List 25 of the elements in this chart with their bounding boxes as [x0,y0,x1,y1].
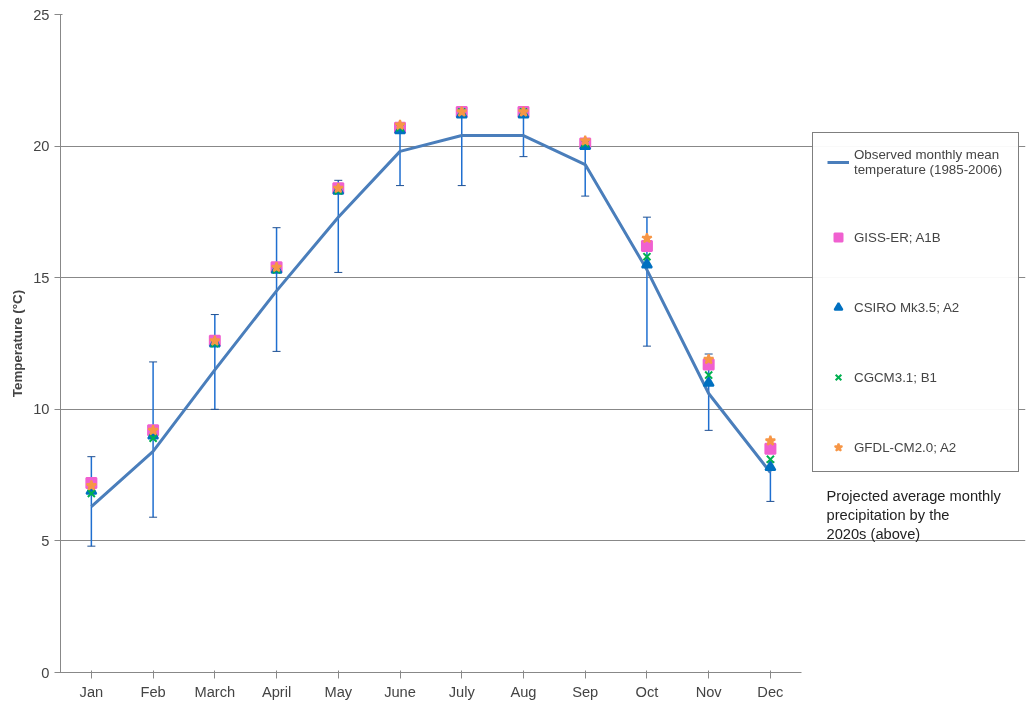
x-tick-label: Jan [79,683,104,700]
x-tick-label: Aug [510,683,537,700]
x-tick-label: Feb [140,683,166,700]
x-tick-label: April [261,683,292,700]
y-tick-label: 25 [33,6,50,23]
x-tick-label: Dec [757,683,784,700]
y-tick-label: 10 [33,401,50,418]
y-tick-label: 20 [33,138,50,155]
x-tick-label: Sep [572,683,599,700]
legend-label: Observed monthly mean temperature (1985-2006) [854,147,1004,177]
y-axis-title: Temperature (°C) [10,289,26,398]
legend-label: CGCM3.1; B1 [854,369,938,385]
legend-label: CSIRO Mk3.5; A2 [854,299,961,315]
x-tick-label: Nov [695,683,723,700]
x-tick-label: Oct [635,683,659,700]
legend-label: GISS-ER; A1B [854,229,942,245]
x-tick-label: June [384,683,416,700]
legend-label: GFDL-CM2.0; A2 [854,439,958,455]
x-tick-label: March [194,683,236,700]
y-tick-label: 5 [41,532,50,549]
y-tick-label: 0 [41,664,50,681]
y-tick-label: 15 [33,269,50,286]
x-tick-label: July [448,683,476,700]
text: Projected average monthly precipitation by the 2020s (above) [826,488,1002,543]
x-tick-label: May [324,683,353,700]
